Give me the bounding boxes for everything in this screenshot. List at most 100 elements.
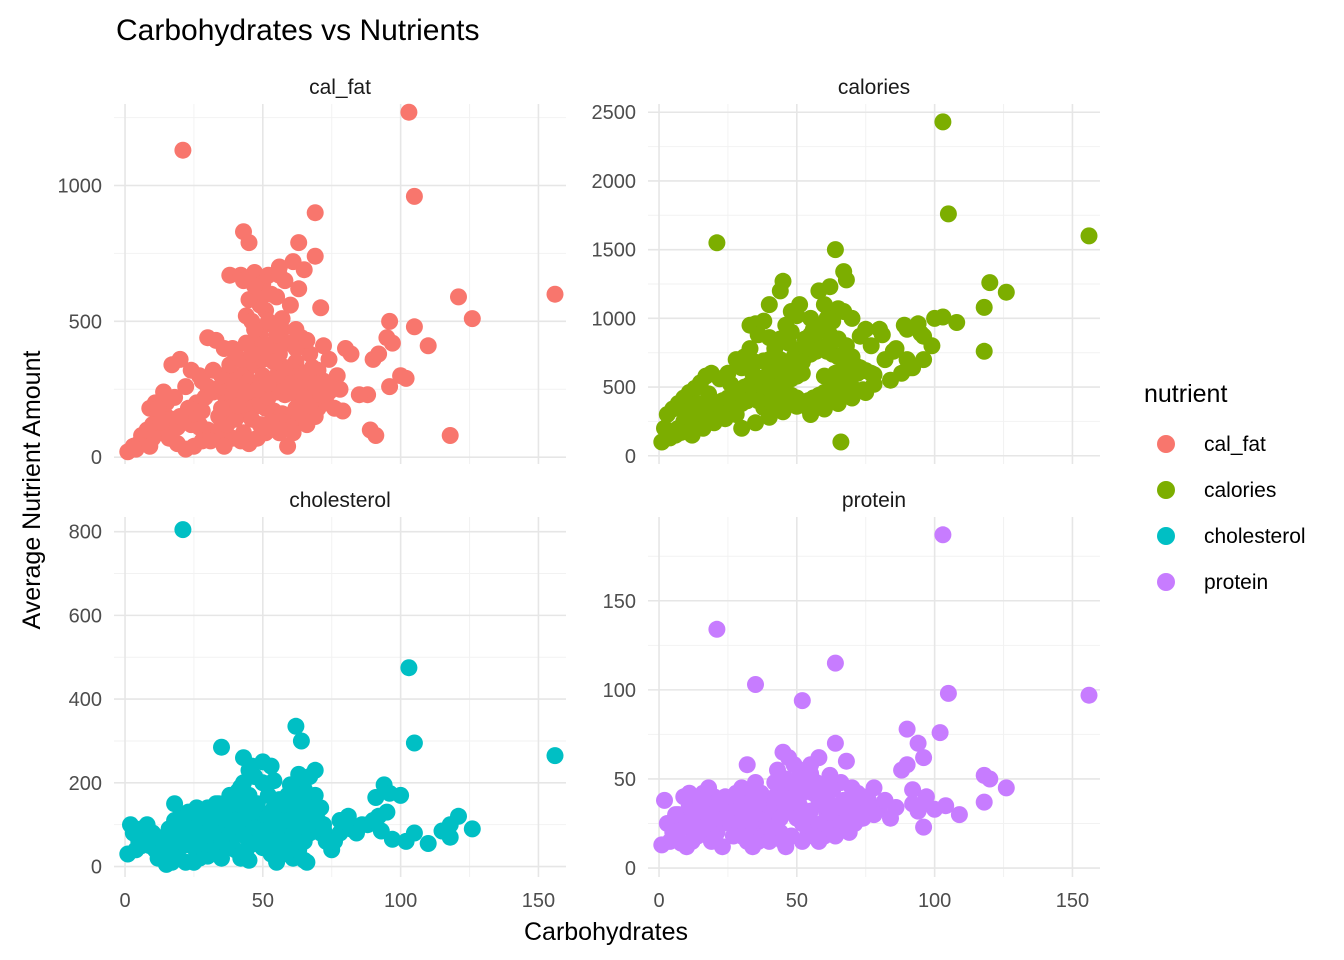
data-point bbox=[917, 788, 935, 806]
data-point bbox=[240, 851, 258, 869]
data-point bbox=[934, 308, 952, 326]
data-point bbox=[915, 749, 933, 767]
data-point bbox=[788, 307, 806, 325]
points-protein bbox=[653, 526, 1098, 856]
data-point bbox=[678, 403, 696, 421]
data-point bbox=[667, 806, 685, 824]
data-point bbox=[722, 375, 740, 393]
data-point bbox=[760, 408, 778, 426]
y-tick-label: 2000 bbox=[592, 171, 637, 193]
y-axis-title: Average Nutrient Amount bbox=[18, 351, 46, 630]
data-point bbox=[463, 310, 481, 328]
chart-title: Carbohydrates vs Nutrients bbox=[116, 14, 480, 47]
data-point bbox=[405, 824, 423, 842]
data-point bbox=[724, 827, 742, 845]
data-point bbox=[163, 356, 181, 374]
legend-swatch bbox=[1157, 527, 1175, 545]
data-point bbox=[909, 802, 927, 820]
data-point bbox=[895, 316, 913, 334]
data-point bbox=[405, 734, 423, 752]
data-point bbox=[290, 234, 308, 252]
data-point bbox=[656, 791, 673, 809]
data-point bbox=[1080, 227, 1098, 245]
legend-swatch bbox=[1157, 435, 1175, 453]
data-point bbox=[193, 372, 211, 390]
data-point bbox=[793, 832, 811, 850]
y-tick-label: 150 bbox=[603, 591, 636, 613]
data-point bbox=[793, 692, 811, 710]
data-point bbox=[862, 337, 880, 355]
data-point bbox=[419, 835, 437, 852]
x-tick-label: 100 bbox=[918, 890, 951, 912]
data-point bbox=[265, 353, 283, 371]
data-point bbox=[887, 799, 905, 816]
data-point bbox=[213, 738, 230, 756]
data-point bbox=[397, 369, 415, 387]
data-point bbox=[257, 822, 275, 840]
data-point bbox=[152, 413, 170, 431]
x-tick-label: 100 bbox=[384, 890, 417, 912]
data-point bbox=[268, 853, 286, 871]
data-point bbox=[405, 187, 423, 205]
data-point bbox=[934, 113, 952, 131]
data-point bbox=[826, 241, 844, 259]
y-tick-label: 800 bbox=[69, 522, 102, 544]
data-point bbox=[320, 350, 338, 368]
data-point bbox=[309, 375, 327, 393]
data-point bbox=[939, 684, 957, 702]
data-point bbox=[127, 440, 145, 458]
data-point bbox=[939, 205, 957, 223]
data-point bbox=[832, 433, 850, 451]
data-point bbox=[433, 822, 451, 840]
data-point bbox=[303, 359, 321, 376]
data-point bbox=[224, 340, 241, 357]
data-point bbox=[306, 247, 324, 265]
data-point bbox=[843, 799, 861, 816]
data-point bbox=[301, 345, 319, 363]
panel-protein: protein 0 50 100 150 0 50 100 150 bbox=[603, 489, 1100, 912]
legend-item-calories: calories bbox=[1157, 479, 1276, 502]
data-point bbox=[997, 779, 1015, 797]
data-point bbox=[981, 770, 999, 788]
data-point bbox=[975, 342, 993, 360]
data-point bbox=[686, 823, 704, 841]
data-point bbox=[298, 331, 316, 349]
legend-swatch bbox=[1157, 573, 1175, 591]
data-point bbox=[708, 620, 726, 638]
data-point bbox=[257, 337, 275, 355]
data-point bbox=[898, 720, 916, 738]
data-point bbox=[342, 345, 360, 363]
facet-label: calories bbox=[838, 76, 910, 99]
data-point bbox=[997, 283, 1015, 301]
data-point bbox=[292, 732, 310, 750]
x-tick-label: 0 bbox=[653, 890, 664, 912]
data-point bbox=[174, 141, 192, 159]
data-point bbox=[937, 797, 955, 815]
data-point bbox=[419, 337, 437, 355]
data-point bbox=[700, 385, 718, 403]
data-point bbox=[463, 820, 481, 838]
data-point bbox=[975, 298, 993, 316]
x-tick-label: 50 bbox=[252, 890, 274, 912]
data-point bbox=[350, 386, 368, 404]
data-point bbox=[857, 384, 875, 401]
data-point bbox=[237, 383, 255, 401]
data-point bbox=[950, 806, 968, 824]
data-point bbox=[700, 779, 718, 797]
data-point bbox=[383, 334, 401, 352]
data-point bbox=[771, 282, 789, 300]
data-point bbox=[865, 806, 883, 824]
legend-title: nutrient bbox=[1144, 380, 1227, 408]
y-tick-label: 1000 bbox=[592, 308, 637, 330]
data-point bbox=[383, 830, 401, 848]
data-point bbox=[777, 316, 795, 334]
data-point bbox=[821, 278, 839, 296]
data-point bbox=[818, 309, 836, 327]
data-point bbox=[177, 853, 195, 871]
data-point bbox=[774, 403, 792, 421]
data-point bbox=[400, 659, 418, 677]
y-tick-label: 1000 bbox=[58, 176, 103, 198]
facet-label: cal_fat bbox=[309, 76, 371, 99]
y-tick-label: 600 bbox=[69, 605, 102, 627]
data-point bbox=[702, 806, 720, 824]
